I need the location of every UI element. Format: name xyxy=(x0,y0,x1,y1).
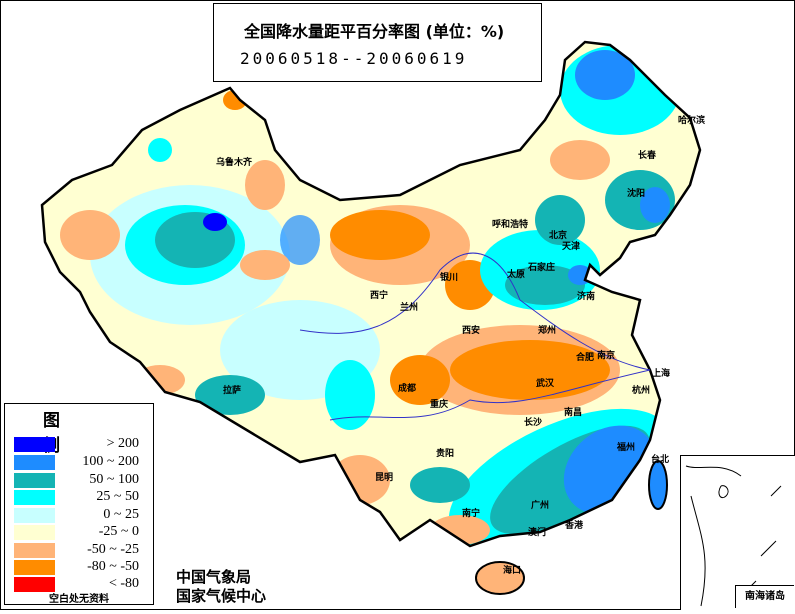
city-label: 广州 xyxy=(531,501,550,511)
org-cma: 中国气象局 xyxy=(176,568,252,586)
city-label: 澳门 xyxy=(528,528,547,538)
city-label: 天津 xyxy=(562,242,581,252)
city-label: 长沙 xyxy=(524,418,543,428)
legend-swatch xyxy=(14,490,55,505)
city-label: 杭州 xyxy=(632,386,651,396)
legend-label: 50 ~ 100 xyxy=(89,472,139,487)
legend-item: 0 ~ 25 xyxy=(14,507,149,523)
city-label: 海口 xyxy=(503,566,522,576)
city-label: 合肥 xyxy=(576,353,595,363)
org-ncc: 国家气候中心 xyxy=(176,587,267,605)
legend-item: > 200 xyxy=(14,436,149,452)
city-label: 西安 xyxy=(462,326,481,336)
legend-swatch xyxy=(14,473,55,488)
legend-item: < -80 xyxy=(14,576,149,592)
legend-swatch xyxy=(14,543,55,558)
legend-label: -25 ~ 0 xyxy=(98,524,139,539)
legend-label: -50 ~ -25 xyxy=(87,542,139,557)
city-label: 乌鲁木齐 xyxy=(216,158,253,168)
legend-swatch xyxy=(14,508,55,523)
legend-swatch xyxy=(14,560,55,575)
legend-swatch xyxy=(14,525,55,540)
legend-label: -80 ~ -50 xyxy=(87,559,139,574)
city-label: 南宁 xyxy=(462,509,481,519)
legend-label: 100 ~ 200 xyxy=(82,454,139,469)
legend-item: -25 ~ 0 xyxy=(14,524,149,540)
date-range: 20060518--20060619 xyxy=(240,49,468,68)
city-label: 沈阳 xyxy=(627,189,646,199)
city-label: 贵阳 xyxy=(436,449,455,459)
south-china-sea-inset xyxy=(680,455,795,610)
city-label: 成都 xyxy=(398,384,417,394)
legend-item: -80 ~ -50 xyxy=(14,559,149,575)
city-label: 长春 xyxy=(638,151,657,161)
city-label: 哈尔滨 xyxy=(678,116,706,126)
city-label: 香港 xyxy=(565,521,584,531)
city-label: 北京 xyxy=(549,231,568,241)
city-label: 银川 xyxy=(440,273,459,283)
inset-label: 南海诸岛 xyxy=(735,585,794,608)
legend-note: 空白处无资料 xyxy=(49,594,109,605)
legend-label: 0 ~ 25 xyxy=(103,507,139,522)
legend-label: > 200 xyxy=(106,436,139,451)
city-label: 石家庄 xyxy=(528,263,556,273)
legend: 图 例 > 200 100 ~ 200 50 ~ 100 25 ~ 50 0 ~… xyxy=(4,403,154,605)
city-label: 昆明 xyxy=(375,473,394,483)
city-label: 重庆 xyxy=(430,400,449,410)
legend-swatch xyxy=(14,455,55,470)
city-label: 福州 xyxy=(617,443,636,453)
map-title: 全国降水量距平百分率图 (单位：%) xyxy=(244,22,505,41)
city-label: 济南 xyxy=(577,292,596,302)
legend-item: 100 ~ 200 xyxy=(14,454,149,470)
legend-item: 50 ~ 100 xyxy=(14,472,149,488)
legend-swatch xyxy=(14,577,55,592)
legend-swatch xyxy=(14,437,55,452)
city-label: 兰州 xyxy=(400,303,419,313)
title-box: 全国降水量距平百分率图 (单位：%) 20060518--20060619 xyxy=(213,3,542,82)
city-label: 武汉 xyxy=(536,379,555,389)
city-label: 西宁 xyxy=(370,291,389,301)
city-label: 南京 xyxy=(597,351,616,361)
city-label: 台北 xyxy=(651,455,670,465)
city-label: 太原 xyxy=(507,270,526,280)
city-label: 上海 xyxy=(652,369,671,379)
city-label: 呼和浩特 xyxy=(492,220,529,230)
legend-item: 25 ~ 50 xyxy=(14,489,149,505)
city-label: 南昌 xyxy=(564,408,583,418)
legend-item: -50 ~ -25 xyxy=(14,542,149,558)
city-label: 郑州 xyxy=(538,326,557,336)
city-label: 拉萨 xyxy=(223,386,242,396)
legend-label: < -80 xyxy=(108,576,139,591)
legend-label: 25 ~ 50 xyxy=(96,489,139,504)
